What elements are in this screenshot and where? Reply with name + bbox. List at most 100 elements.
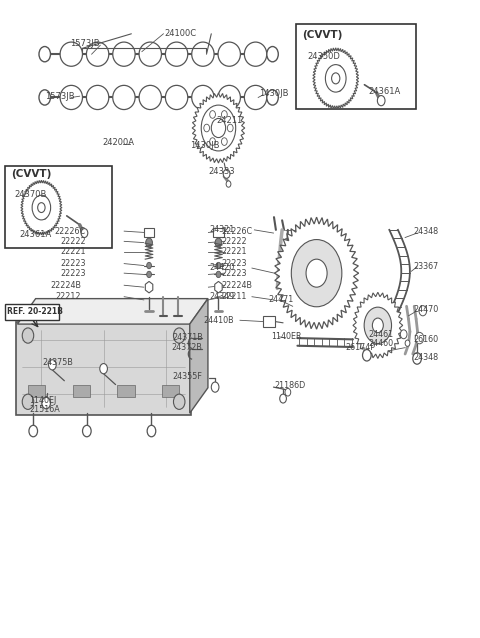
Text: REF. 20-221B: REF. 20-221B [7, 308, 63, 316]
Bar [117, 385, 134, 397]
Bar [72, 385, 90, 397]
Circle shape [210, 138, 216, 145]
Polygon shape [17, 299, 208, 324]
Circle shape [48, 360, 56, 370]
Text: 1140ER: 1140ER [271, 332, 301, 341]
Circle shape [39, 47, 50, 62]
Text: 23367: 23367 [413, 262, 439, 271]
Text: 22223: 22223 [60, 269, 86, 278]
Circle shape [377, 96, 385, 106]
Circle shape [42, 397, 50, 409]
Circle shape [216, 262, 221, 269]
Text: 22226C: 22226C [222, 226, 253, 235]
Ellipse shape [335, 65, 343, 91]
Text: 21516A: 21516A [29, 405, 60, 414]
Text: 22211: 22211 [222, 292, 247, 301]
Circle shape [22, 394, 34, 410]
Circle shape [413, 353, 421, 364]
Text: 24355F: 24355F [173, 372, 203, 381]
Circle shape [201, 105, 236, 151]
Text: 24361A: 24361A [20, 230, 52, 239]
Text: 24200A: 24200A [103, 138, 134, 147]
Ellipse shape [113, 42, 135, 66]
Circle shape [210, 110, 216, 118]
Circle shape [419, 306, 427, 316]
Ellipse shape [244, 42, 267, 66]
Circle shape [372, 318, 384, 332]
Text: 24348: 24348 [413, 353, 438, 362]
Text: 22221: 22221 [60, 247, 86, 256]
Text: 24470: 24470 [413, 305, 439, 314]
Circle shape [400, 330, 407, 339]
Text: 24471: 24471 [269, 295, 294, 304]
FancyBboxPatch shape [5, 304, 59, 320]
Circle shape [221, 110, 227, 118]
Polygon shape [190, 299, 208, 413]
Polygon shape [21, 180, 62, 235]
Text: 1573JB: 1573JB [70, 40, 100, 48]
Text: 24350D: 24350D [307, 52, 340, 61]
Ellipse shape [218, 85, 240, 110]
Polygon shape [353, 292, 403, 359]
Text: 24375B: 24375B [43, 358, 74, 367]
Circle shape [147, 262, 152, 269]
Text: 22224B: 22224B [222, 281, 253, 290]
Polygon shape [313, 48, 359, 109]
Ellipse shape [113, 85, 135, 110]
Circle shape [173, 394, 185, 410]
Ellipse shape [139, 85, 161, 110]
Bar [263, 316, 275, 327]
Circle shape [267, 90, 278, 105]
Text: 24321: 24321 [209, 225, 234, 234]
Text: 26174P: 26174P [345, 343, 375, 352]
Ellipse shape [60, 42, 83, 66]
Ellipse shape [192, 42, 214, 66]
Circle shape [37, 203, 45, 212]
Circle shape [415, 332, 424, 344]
Text: 1140EJ: 1140EJ [29, 396, 57, 405]
Circle shape [22, 328, 34, 343]
Circle shape [362, 350, 371, 361]
Ellipse shape [86, 42, 109, 66]
Text: 22222: 22222 [222, 237, 247, 246]
Ellipse shape [139, 42, 161, 66]
Text: 24460: 24460 [368, 339, 393, 348]
Text: 1430JB: 1430JB [190, 142, 220, 151]
Text: 24371B: 24371B [172, 333, 203, 342]
Circle shape [285, 389, 291, 396]
Ellipse shape [60, 85, 83, 110]
Circle shape [32, 195, 50, 220]
Circle shape [204, 124, 210, 132]
Text: 24461: 24461 [368, 330, 393, 339]
Circle shape [280, 394, 287, 403]
Bar [28, 385, 45, 397]
Text: 24349: 24349 [209, 292, 234, 300]
Text: 22222: 22222 [60, 237, 86, 246]
Bar [144, 228, 155, 237]
Ellipse shape [86, 85, 109, 110]
Text: 1573JB: 1573JB [45, 92, 74, 101]
FancyBboxPatch shape [4, 167, 112, 248]
Ellipse shape [244, 85, 267, 110]
Bar [162, 385, 179, 397]
Circle shape [39, 90, 50, 105]
Ellipse shape [166, 85, 188, 110]
Circle shape [29, 426, 37, 437]
Circle shape [332, 73, 340, 84]
Circle shape [147, 271, 152, 278]
Circle shape [81, 228, 88, 237]
Ellipse shape [41, 196, 48, 219]
Text: 22212: 22212 [56, 292, 81, 301]
FancyBboxPatch shape [297, 24, 416, 109]
Text: 22223: 22223 [60, 259, 86, 268]
Ellipse shape [192, 85, 214, 110]
Text: 24333: 24333 [209, 167, 236, 176]
Circle shape [215, 238, 222, 247]
Circle shape [83, 426, 91, 437]
Circle shape [228, 124, 233, 132]
Circle shape [267, 47, 278, 62]
Ellipse shape [166, 42, 188, 66]
Bar [213, 228, 224, 237]
Text: 22223: 22223 [222, 269, 247, 278]
Circle shape [173, 328, 185, 343]
